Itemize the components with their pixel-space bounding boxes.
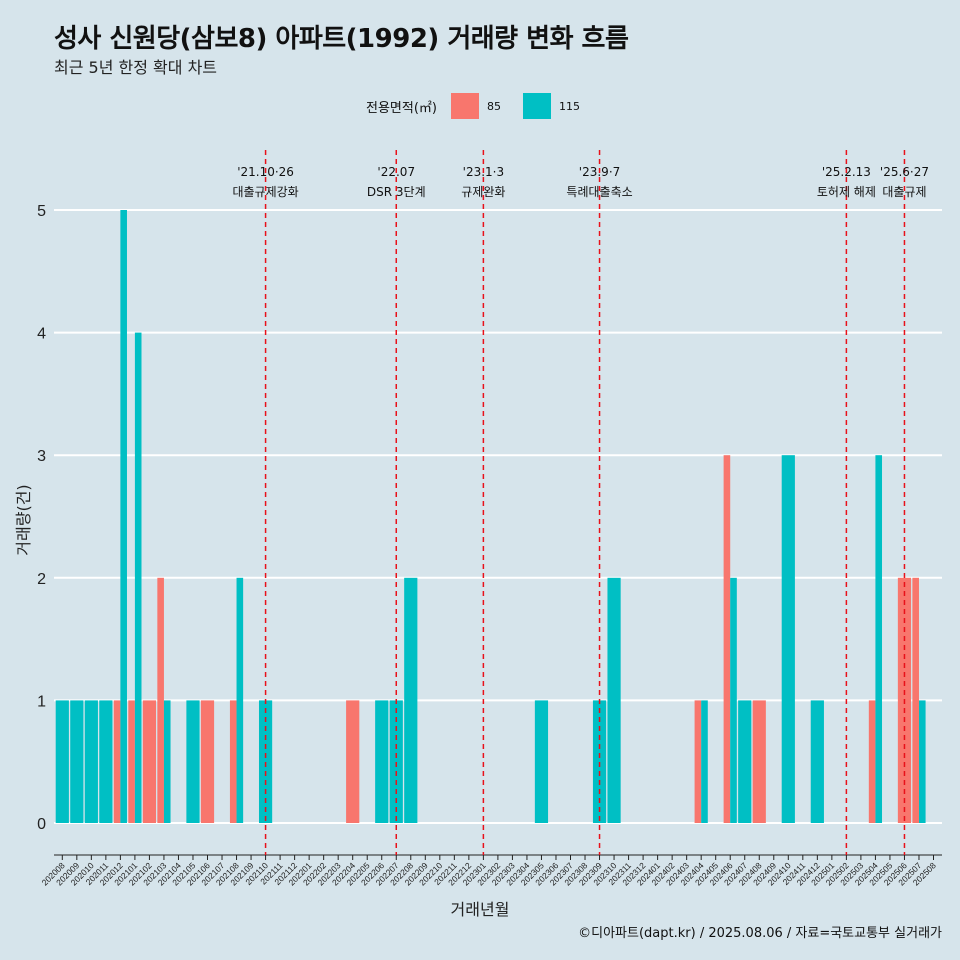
bar-85 [912,577,919,823]
bar-115 [186,700,200,823]
event-date-label: '23.9·7 [579,165,620,179]
bar-115 [99,700,113,823]
event-date-label: '25.6·27 [880,165,929,179]
event-name-label: 특례대출축소 [566,185,632,199]
bar-85 [113,700,121,823]
bar-85 [723,455,731,823]
bar-85 [694,700,702,823]
y-tick-label: 2 [37,571,46,588]
event-name-label: 대출규제 [882,185,926,199]
bar-85 [346,700,360,823]
legend-label-115: 115 [558,99,580,113]
legend-title: 전용면적(㎡) [366,100,437,116]
bar-85 [868,700,876,823]
source-caption: ©디아파트(dapt.kr) / 2025.08.06 / 자료=국토교통부 실… [578,926,942,941]
legend-label-85: 85 [486,99,501,113]
bar-115 [810,700,824,823]
event-name-label: 토허제 해제 [817,185,876,199]
legend-swatch-85 [450,93,479,119]
bar-115 [592,700,607,823]
y-axis-label: 거래량(건) [14,484,33,556]
event-name-label: 대출규제강화 [232,185,298,199]
bar-85 [128,700,135,823]
bar-85 [752,700,766,823]
bar-115 [163,700,171,823]
bar-115 [875,455,883,823]
y-tick-label: 4 [37,326,46,343]
event-date-label: '22.07 [377,165,415,179]
bar-115 [781,455,795,823]
bar-115 [701,700,708,823]
bar-85 [229,700,237,823]
x-axis-label: 거래년월 [450,900,510,919]
y-tick-label: 0 [37,816,46,833]
bar-115 [738,700,752,823]
y-tick-label: 5 [37,203,46,220]
event-date-label: '25.2.13 [822,165,871,179]
chart-title: 성사 신원당(삼보8) 아파트(1992) 거래량 변화 흐름 [54,24,629,54]
bar-115 [55,700,69,823]
legend-swatch-115 [522,93,551,119]
bar-115 [236,577,244,823]
bar-115 [918,700,926,823]
chart-subtitle: 최근 5년 한정 확대 차트 [54,58,218,77]
legend: 전용면적(㎡) 85 115 [0,93,960,119]
bar-115 [375,700,389,823]
bar-85 [200,700,215,823]
bar-85 [157,577,164,823]
bar-115 [134,332,142,823]
bar-115 [70,700,84,823]
event-name-label: DSR 3단계 [367,185,426,199]
bar-115 [534,700,549,823]
y-tick-label: 3 [37,448,46,465]
bar-115 [120,210,127,823]
bar-115 [389,700,403,823]
event-date-label: '23.1·3 [463,165,504,179]
bar-115 [607,577,621,823]
event-name-label: 규제완화 [461,185,505,199]
event-date-label: '21.10·26 [237,165,294,179]
y-tick-label: 1 [37,693,46,710]
bar-115 [84,700,98,823]
bar-115 [404,577,418,823]
bar-115 [730,577,737,823]
bar-85 [142,700,157,823]
bar-115 [258,700,273,823]
